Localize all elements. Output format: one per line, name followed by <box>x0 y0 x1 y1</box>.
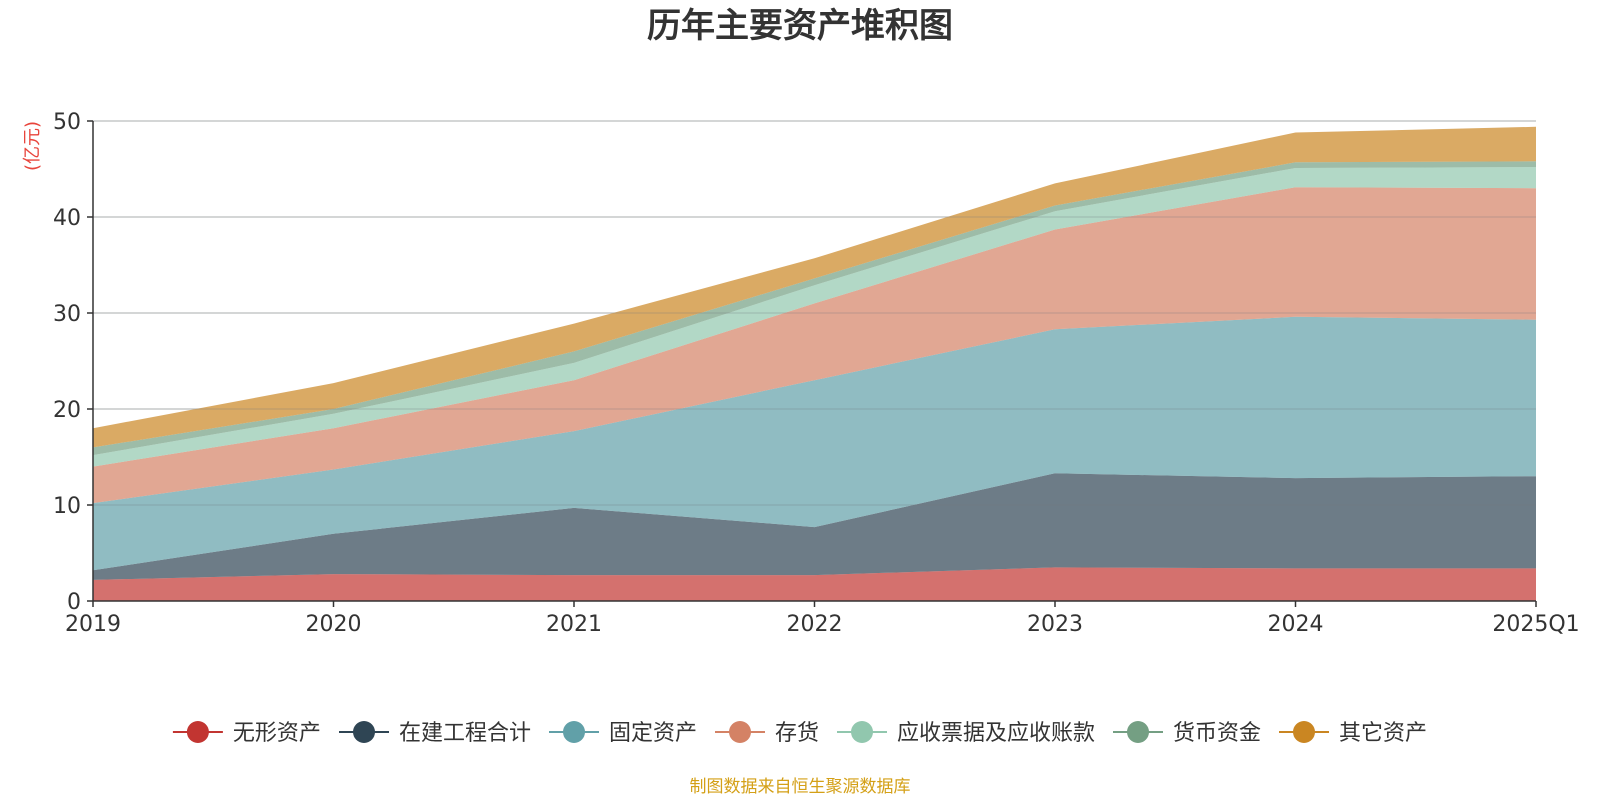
legend-marker-1 <box>353 721 375 743</box>
legend-marker-3 <box>729 721 751 743</box>
x-tick-label-2: 2021 <box>546 612 602 637</box>
legend-marker-5 <box>1127 721 1149 743</box>
legend-label-6: 其它资产 <box>1339 721 1427 746</box>
legend-label-1: 在建工程合计 <box>399 721 531 746</box>
y-axis-label: (亿元) <box>22 121 43 171</box>
y-tick-label-30: 30 <box>53 302 81 327</box>
area-series-1 <box>93 473 1536 580</box>
legend-item-4[interactable]: 应收票据及应收账款 <box>837 721 1095 746</box>
y-tick-label-10: 10 <box>53 494 81 519</box>
legend-item-0[interactable]: 无形资产 <box>172 721 321 746</box>
area-series-3 <box>93 187 1536 504</box>
x-tick-label-1: 2020 <box>306 612 362 637</box>
area-series-5 <box>93 161 1536 456</box>
legend-marker-4 <box>851 721 873 743</box>
y-tick-label-50: 50 <box>53 110 81 135</box>
legend-item-1[interactable]: 在建工程合计 <box>339 721 531 746</box>
legend-marker-6 <box>1293 721 1315 743</box>
x-tick-label-4: 2023 <box>1027 612 1083 637</box>
source-note: 制图数据来自恒生聚源数据库 <box>690 777 911 797</box>
axis-layer: 0 10 20 30 40 50 2019 2020 2021 2022 2023 2024 2025Q… <box>53 110 1580 637</box>
area-series-4 <box>93 167 1536 467</box>
legend: 无形资产 在建工程合计 固定资产 存货 应收票据及应收账款 货币资金 其它资产 <box>172 721 1427 746</box>
area-series-6 <box>93 126 1536 448</box>
y-tick-label-40: 40 <box>53 206 81 231</box>
legend-item-3[interactable]: 存货 <box>715 721 819 746</box>
legend-marker-2 <box>563 721 585 743</box>
y-tick-label-0: 0 <box>67 590 81 615</box>
x-tick-label-3: 2022 <box>787 612 843 637</box>
area-series-2 <box>93 316 1536 571</box>
legend-item-2[interactable]: 固定资产 <box>549 721 697 746</box>
legend-marker-0 <box>186 721 209 743</box>
legend-label-3: 存货 <box>775 721 819 746</box>
area-series-0 <box>93 567 1536 601</box>
legend-label-5: 货币资金 <box>1173 721 1261 746</box>
legend-label-0: 无形资产 <box>233 721 321 746</box>
legend-item-5[interactable]: 货币资金 <box>1113 721 1261 746</box>
legend-label-4: 应收票据及应收账款 <box>897 721 1095 746</box>
x-tick-label-0: 2019 <box>65 612 121 637</box>
legend-label-2: 固定资产 <box>609 721 697 746</box>
area-layer <box>93 120 1536 601</box>
chart-title: 历年主要资产堆积图 <box>647 6 953 46</box>
x-tick-label-6: 2025Q1 <box>1492 612 1579 637</box>
y-tick-label-20: 20 <box>53 398 81 423</box>
x-tick-label-5: 2024 <box>1268 612 1324 637</box>
legend-item-6[interactable]: 其它资产 <box>1279 721 1427 746</box>
